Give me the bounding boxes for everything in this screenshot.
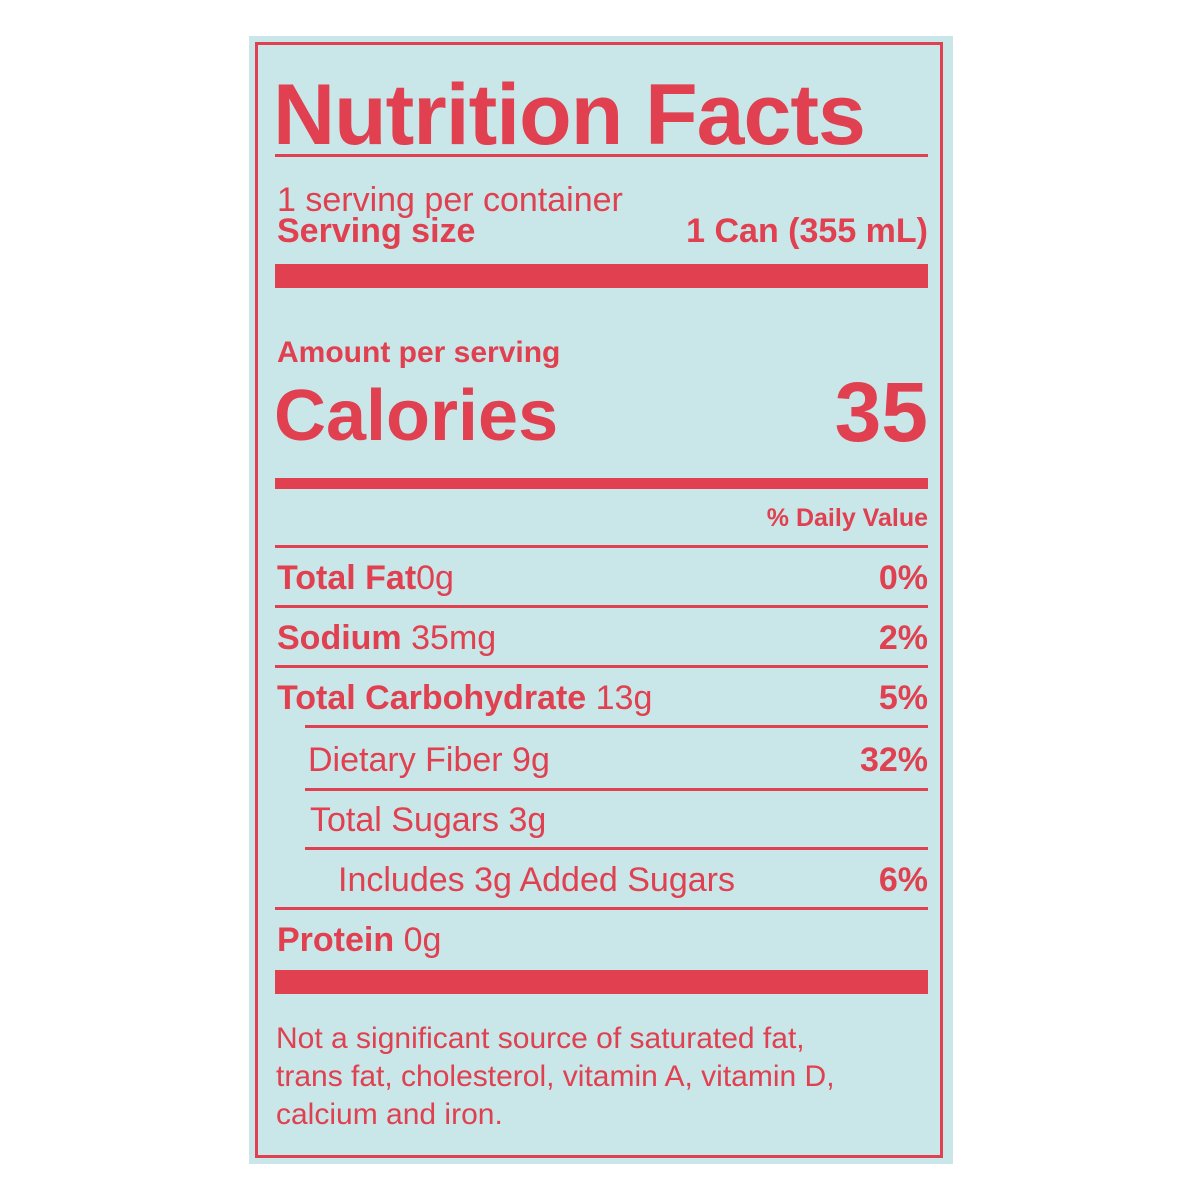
nutrient-row-total-sugars: Total Sugars 3g — [310, 801, 547, 839]
footnote-line: trans fat, cholesterol, vitamin A, vitam… — [276, 1060, 835, 1093]
nutrient-row-sodium: Sodium 35mg — [277, 621, 496, 655]
daily-value-header: % Daily Value — [766, 504, 928, 532]
nutrient-row-total-carbohydrate: Total Carbohydrate 13g — [277, 681, 652, 715]
divider — [275, 665, 928, 668]
nutrient-dv: 2% — [878, 619, 928, 657]
nutrient-row-total-fat: Total Fat0g — [277, 561, 454, 595]
label-border — [255, 42, 943, 1158]
title: Nutrition Facts — [273, 67, 866, 163]
nutrient-dv: 5% — [878, 679, 928, 717]
divider — [305, 725, 928, 728]
footnote-line: Not a significant source of saturated fa… — [276, 1022, 805, 1055]
divider — [275, 907, 928, 910]
calories-value: 35 — [834, 365, 928, 459]
nutrient-amount: 13g — [595, 679, 653, 717]
nutrient-dv: 0% — [878, 559, 928, 597]
servings-per-container: 1 serving per container — [277, 181, 623, 219]
medium-divider — [275, 478, 928, 489]
footnote-line: calcium and iron. — [276, 1098, 503, 1131]
nutrient-label: Total Carbohydrate — [277, 679, 587, 717]
nutrient-row-dietary-fiber: Dietary Fiber 9g — [308, 741, 550, 779]
serving-size-label: Serving size — [277, 212, 476, 250]
nutrient-label: Sodium — [277, 619, 402, 657]
divider — [305, 788, 928, 791]
serving-size-value: 1 Can (355 mL) — [686, 212, 928, 250]
thick-divider — [275, 970, 928, 994]
calories-label: Calories — [274, 376, 559, 456]
nutrient-amount: 0g — [416, 559, 454, 597]
amount-per-serving: Amount per serving — [277, 336, 561, 369]
divider — [305, 847, 928, 850]
nutrient-row-added-sugars: Includes 3g Added Sugars — [338, 861, 735, 899]
divider — [275, 545, 928, 548]
nutrient-label: Protein — [277, 921, 395, 959]
divider — [275, 154, 928, 157]
nutrient-label: Total Fat — [277, 559, 417, 597]
thick-divider — [275, 264, 928, 288]
nutrient-amount: 35mg — [411, 619, 497, 657]
nutrient-dv: 6% — [878, 861, 928, 899]
nutrient-row-protein: Protein 0g — [277, 923, 441, 957]
nutrient-amount: 0g — [403, 921, 442, 959]
nutrient-dv: 32% — [859, 741, 928, 779]
divider — [275, 605, 928, 608]
